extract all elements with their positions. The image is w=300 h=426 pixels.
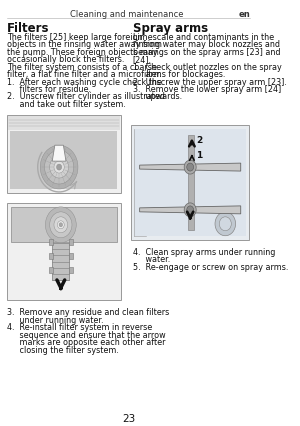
Circle shape <box>187 206 194 214</box>
Text: upwards.: upwards. <box>133 92 182 101</box>
Text: occasionally block the filters.: occasionally block the filters. <box>7 55 124 64</box>
Bar <box>49 253 53 259</box>
Bar <box>134 130 246 236</box>
Text: 4.  Clean spray arms under running: 4. Clean spray arms under running <box>133 248 275 256</box>
Text: 4.  Re-install filter system in reverse: 4. Re-install filter system in reverse <box>7 323 152 332</box>
Circle shape <box>215 212 236 236</box>
Text: 1.  Check outlet nozzles on the spray: 1. Check outlet nozzles on the spray <box>133 63 281 72</box>
Text: Spray arms: Spray arms <box>133 22 208 35</box>
Circle shape <box>40 145 78 189</box>
Polygon shape <box>140 163 241 171</box>
Circle shape <box>50 156 68 178</box>
Text: arms for blockages.: arms for blockages. <box>133 70 225 79</box>
Text: bearings on the spray arms [23] and: bearings on the spray arms [23] and <box>133 48 280 57</box>
Text: 1: 1 <box>196 151 203 160</box>
Text: Limescale and contaminants in the: Limescale and contaminants in the <box>133 33 274 42</box>
Text: 23: 23 <box>122 414 135 424</box>
Bar <box>68 267 73 273</box>
Text: en: en <box>238 10 250 19</box>
Polygon shape <box>52 145 66 161</box>
Text: closing the filter system.: closing the filter system. <box>7 345 119 354</box>
Bar <box>7 203 121 300</box>
Circle shape <box>54 217 68 233</box>
Circle shape <box>187 163 194 171</box>
Text: 2.  Unscrew the upper spray arm [23].: 2. Unscrew the upper spray arm [23]. <box>133 78 287 86</box>
Text: the pump. These foreign objects may: the pump. These foreign objects may <box>7 48 158 57</box>
Circle shape <box>184 160 196 174</box>
Text: 1.  After each washing cycle check the: 1. After each washing cycle check the <box>7 78 162 86</box>
Text: filter, a flat fine filter and a microfilter.: filter, a flat fine filter and a microfi… <box>7 70 162 79</box>
Text: 2: 2 <box>196 136 203 145</box>
Bar <box>49 267 53 273</box>
Text: [24].: [24]. <box>133 55 152 64</box>
Bar <box>131 125 249 240</box>
Text: The filter system consists of a coarse: The filter system consists of a coarse <box>7 63 157 72</box>
Circle shape <box>50 212 72 238</box>
Text: under running water.: under running water. <box>7 316 103 325</box>
Text: and take out filter system.: and take out filter system. <box>7 100 126 109</box>
Text: rinsing water may block nozzles and: rinsing water may block nozzles and <box>133 40 280 49</box>
Bar <box>188 135 194 230</box>
Text: objects in the rinsing water away from: objects in the rinsing water away from <box>7 40 162 49</box>
Text: sequence and ensure that the arrow: sequence and ensure that the arrow <box>7 331 166 340</box>
Text: water.: water. <box>133 255 170 264</box>
Text: 2.  Unscrew filter cylinder as illustrated: 2. Unscrew filter cylinder as illustrate… <box>7 92 165 101</box>
Text: marks are opposite each other after: marks are opposite each other after <box>7 338 165 347</box>
Polygon shape <box>140 206 241 214</box>
Text: 5.  Re-engage or screw on spray arms.: 5. Re-engage or screw on spray arms. <box>133 262 288 271</box>
Bar <box>7 115 121 193</box>
Text: 3.  Remove the lower spray arm [24]: 3. Remove the lower spray arm [24] <box>133 85 281 94</box>
Circle shape <box>44 150 74 184</box>
Text: The filters [25] keep large foreign: The filters [25] keep large foreign <box>7 33 142 42</box>
Circle shape <box>57 221 64 229</box>
Bar <box>49 239 53 245</box>
Text: Cleaning and maintenance: Cleaning and maintenance <box>70 10 184 19</box>
Bar <box>8 116 120 130</box>
Bar <box>52 243 69 280</box>
Circle shape <box>59 223 62 227</box>
Circle shape <box>45 207 76 243</box>
Bar <box>11 207 116 242</box>
Circle shape <box>56 164 62 170</box>
Text: Filters: Filters <box>7 22 50 35</box>
Bar <box>68 239 73 245</box>
Text: filters for residue.: filters for residue. <box>7 85 91 94</box>
Bar <box>68 253 73 259</box>
Text: 3.  Remove any residue and clean filters: 3. Remove any residue and clean filters <box>7 308 169 317</box>
Bar <box>10 131 117 189</box>
Circle shape <box>184 203 196 217</box>
Circle shape <box>54 161 64 173</box>
Circle shape <box>219 217 231 231</box>
